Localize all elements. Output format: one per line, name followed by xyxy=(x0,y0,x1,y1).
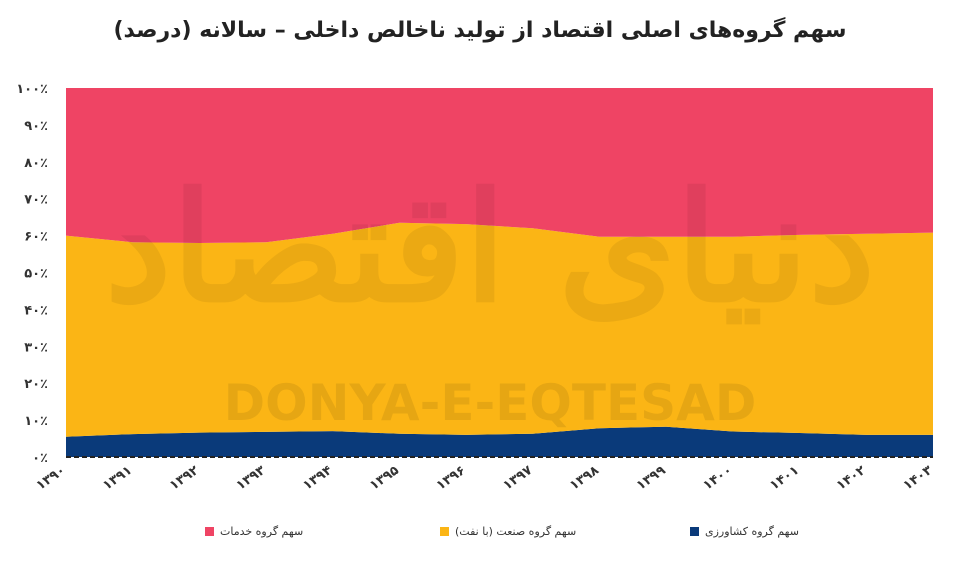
legend-label-agriculture: سهم گروه کشاورزی xyxy=(705,525,799,538)
x-tick-label: ۱۳۹۰ xyxy=(34,463,69,493)
y-tick-label: ۹۰٪ xyxy=(24,119,48,134)
legend-label-industry: سهم گروه صنعت (با نفت) xyxy=(455,525,577,538)
y-tick-label: ۱۰٪ xyxy=(24,414,48,429)
x-tick-label: ۱۴۰۲ xyxy=(834,463,869,494)
watermark: دنیای اقتصاد DONYA-E-EQTESAD xyxy=(105,160,875,432)
area-agriculture xyxy=(66,426,933,457)
y-tick-label: ۰٪ xyxy=(32,451,48,466)
x-tick-label: ۱۳۹۹ xyxy=(634,463,669,494)
y-tick-label: ۸۰٪ xyxy=(24,156,48,171)
x-tick-label: ۱۳۹۸ xyxy=(567,463,602,494)
x-tick-label: ۱۳۹۴ xyxy=(300,463,335,494)
watermark-persian-text: دنیای اقتصاد xyxy=(105,160,875,336)
watermark-latin-text: DONYA-E-EQTESAD xyxy=(224,374,757,432)
x-tick-label: ۱۳۹۲ xyxy=(167,463,202,494)
x-tick-label: ۱۳۹۶ xyxy=(434,463,469,493)
chart-title: سهم گروه‌های اصلی اقتصاد از تولید ناخالص… xyxy=(113,18,847,43)
x-tick-label: ۱۳۹۷ xyxy=(501,463,536,494)
x-tick-label: ۱۳۹۱ xyxy=(100,463,135,493)
y-tick-label: ۳۰٪ xyxy=(24,340,48,355)
area-services xyxy=(66,88,933,243)
x-tick-label: ۱۳۹۵ xyxy=(367,463,402,494)
legend-swatch-services xyxy=(205,527,214,536)
y-axis-ticks: ۰٪ ۱۰٪ ۲۰٪ ۳۰٪ ۴۰٪ ۵۰٪ ۶۰٪ ۷۰٪ ۸۰٪ ۹۰٪ ۱۰۰٪ xyxy=(16,82,48,466)
y-tick-label: ۲۰٪ xyxy=(24,377,48,392)
x-tick-label: ۱۳۹۳ xyxy=(234,463,269,494)
x-axis-ticks: ۱۳۹۰ ۱۳۹۱ ۱۳۹۲ ۱۳۹۳ ۱۳۹۴ ۱۳۹۵ ۱۳۹۶ ۱۳۹۷ ۱۳۹۸ ۱۳۹۹… xyxy=(34,463,936,494)
area-industry xyxy=(66,222,933,437)
legend-swatch-industry xyxy=(440,527,449,536)
legend-swatch-agriculture xyxy=(690,527,699,536)
y-tick-label: ۱۰۰٪ xyxy=(16,82,48,97)
x-tick-label: ۱۴۰۱ xyxy=(767,463,802,493)
legend-label-services: سهم گروه خدمات xyxy=(220,525,304,538)
legend-item-industry: سهم گروه صنعت (با نفت) xyxy=(440,525,576,538)
x-tick-label: ۱۴۰۳ xyxy=(901,463,936,494)
legend-item-services: سهم گروه خدمات xyxy=(205,525,303,538)
area-series-group xyxy=(66,88,933,457)
x-tick-label: ۱۴۰۰ xyxy=(701,463,736,493)
y-tick-label: ۷۰٪ xyxy=(24,193,48,208)
y-tick-label: ۶۰٪ xyxy=(24,230,48,245)
legend-item-agriculture: سهم گروه کشاورزی xyxy=(690,525,799,538)
y-tick-label: ۵۰٪ xyxy=(24,267,48,282)
y-tick-label: ۴۰٪ xyxy=(24,303,48,318)
